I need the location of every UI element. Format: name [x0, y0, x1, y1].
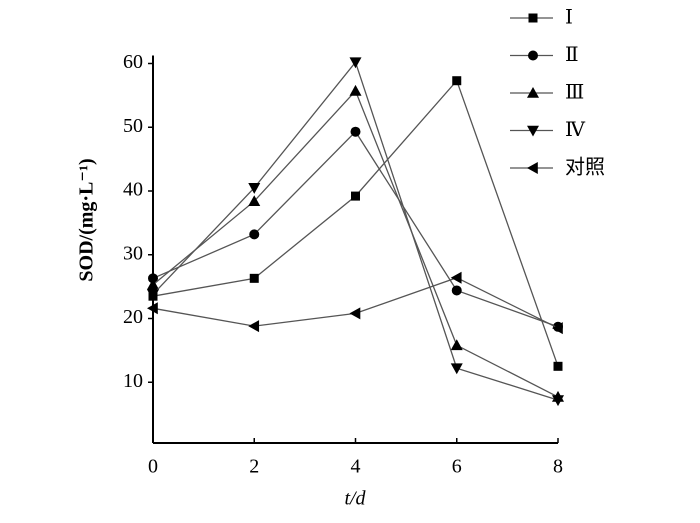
data-point	[350, 126, 361, 137]
legend-marker	[527, 162, 538, 174]
y-tick-label: 30	[123, 242, 143, 264]
data-point	[249, 273, 259, 283]
series-line	[152, 79, 559, 367]
y-tick-label: 20	[123, 306, 143, 328]
data-point	[452, 76, 462, 86]
x-tick-label: 6	[452, 456, 462, 478]
data-point	[248, 320, 260, 333]
data-point	[248, 195, 261, 206]
legend-marker	[527, 125, 539, 137]
legend-label: Ⅰ	[565, 7, 573, 29]
data-point	[450, 339, 463, 351]
data-point	[349, 84, 362, 96]
data-point	[349, 57, 362, 69]
legend-label: Ⅳ	[565, 119, 586, 141]
legend-marker	[528, 50, 538, 61]
x-tick-label: 8	[553, 456, 563, 478]
series-line	[152, 89, 559, 398]
data-point	[450, 271, 462, 284]
y-tick-label: 60	[123, 51, 143, 73]
x-tick-label: 4	[351, 456, 361, 478]
legend-marker	[528, 13, 538, 23]
data-point	[249, 229, 260, 240]
data-point	[552, 322, 563, 335]
series-line	[152, 60, 559, 401]
data-point	[553, 361, 563, 371]
x-tick-label: 0	[148, 456, 158, 478]
data-point	[147, 302, 158, 315]
data-point	[248, 183, 261, 194]
legend-label: Ⅱ	[565, 44, 579, 66]
y-tick-label: 40	[123, 179, 143, 201]
legend-label: Ⅲ	[565, 82, 584, 104]
data-point	[147, 278, 159, 290]
legend-marker	[527, 87, 539, 98]
data-point	[148, 273, 158, 284]
x-axis-label: t/d	[344, 488, 366, 510]
y-axis-label: SOD/(mg·L⁻¹)	[76, 158, 98, 281]
data-point	[147, 289, 159, 301]
legend-label: 对照	[565, 156, 605, 179]
data-point	[349, 307, 361, 320]
data-point	[552, 395, 564, 407]
data-point	[451, 285, 462, 296]
data-point	[351, 191, 360, 201]
data-point	[450, 363, 463, 375]
y-tick-label: 50	[123, 115, 143, 137]
x-tick-label: 2	[249, 456, 259, 478]
y-tick-label: 10	[123, 370, 143, 392]
